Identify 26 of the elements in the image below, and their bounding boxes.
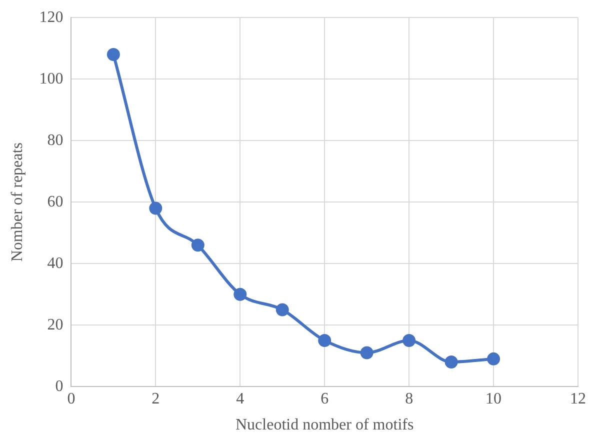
x-tick-label: 10 (486, 390, 502, 408)
point (444, 356, 458, 368)
y-tick-label: 20 (47, 316, 64, 334)
x-tick-label: 0 (67, 390, 76, 408)
x-tick-label: 2 (152, 390, 160, 408)
y-axis-title: Nomber of repeats (8, 142, 26, 262)
point (318, 334, 332, 347)
y-tick-label: 80 (47, 132, 64, 149)
y-tick-label: 100 (39, 70, 64, 88)
x-tick-label: 4 (236, 390, 244, 408)
point (106, 48, 120, 61)
y-tick-label: 60 (47, 193, 64, 210)
x-axis-title: Nucleotid nomber of motifs (236, 416, 414, 434)
point (276, 303, 289, 316)
y-tick-label: 120 (39, 8, 64, 26)
x-tick-label: 6 (320, 390, 329, 408)
y-tick-label: 40 (47, 254, 64, 272)
point (149, 202, 162, 215)
point (234, 288, 247, 301)
x-tick-label: 8 (405, 390, 414, 408)
point (191, 238, 204, 252)
y-tick-label: 0 (55, 378, 64, 395)
x-tick-label: 12 (570, 390, 586, 408)
point (402, 334, 416, 347)
point (487, 352, 500, 366)
point (360, 346, 374, 360)
